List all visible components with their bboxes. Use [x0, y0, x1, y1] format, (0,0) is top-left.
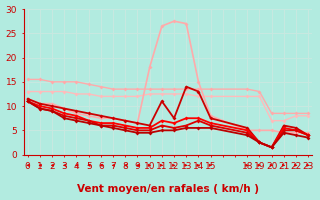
X-axis label: Vent moyen/en rafales ( km/h ): Vent moyen/en rafales ( km/h ) — [77, 184, 259, 194]
